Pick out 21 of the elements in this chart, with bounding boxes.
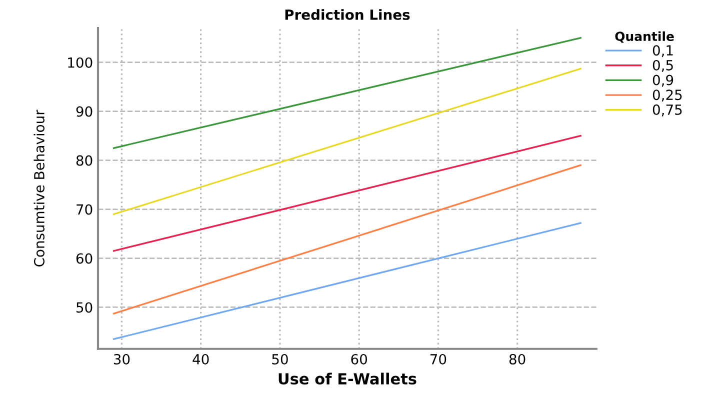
legend-label: 0,1 (652, 45, 673, 58)
y-tick-label: 50 (76, 302, 92, 313)
x-tick-label: 40 (192, 354, 209, 364)
legend-label: 0,9 (652, 74, 674, 87)
y-tick-label: 70 (76, 204, 92, 215)
y-tick-label: 100 (68, 57, 92, 68)
y-tick-label: 60 (76, 253, 92, 264)
y-tick-label: 80 (76, 155, 92, 166)
x-tick-label: 50 (272, 354, 288, 364)
x-axis-title: Use of E-Wallets (278, 372, 416, 385)
legend-label: 0,25 (652, 90, 682, 102)
legend-title: Quantile (615, 31, 674, 43)
legend-label: 0,5 (652, 60, 673, 72)
x-tick-label: 70 (430, 354, 446, 364)
x-tick-label: 60 (351, 354, 367, 364)
y-axis-title: Consumtive Behaviour (34, 110, 44, 266)
x-tick-label: 30 (114, 354, 130, 364)
legend-label: 0,75 (652, 104, 682, 116)
y-tick-label: 90 (76, 106, 92, 117)
x-tick-label: 80 (509, 354, 526, 364)
chart-title: Prediction Lines (285, 9, 410, 20)
